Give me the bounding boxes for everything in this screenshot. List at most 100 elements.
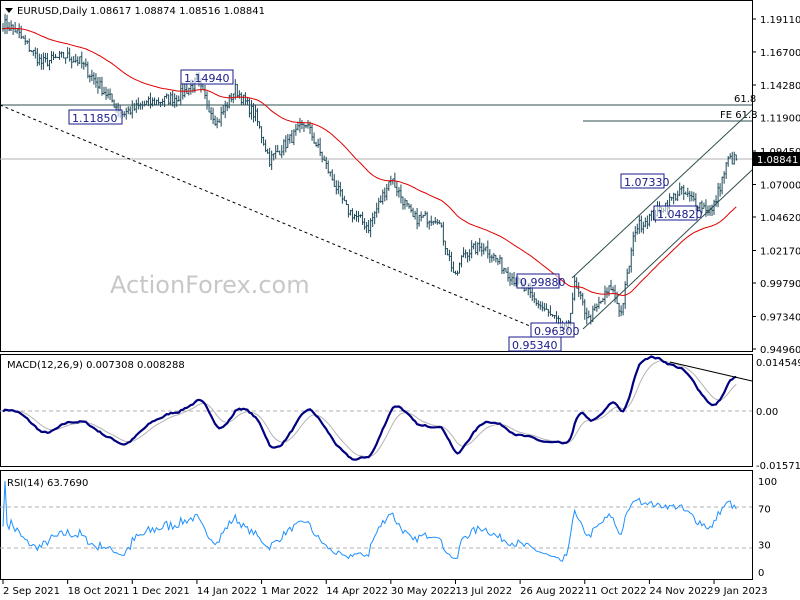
price-bar bbox=[208, 100, 211, 113]
price-label-box bbox=[68, 109, 123, 125]
price-bar bbox=[309, 121, 312, 135]
price-bar bbox=[603, 285, 606, 305]
price-bar bbox=[52, 51, 55, 61]
price-bar bbox=[294, 124, 297, 136]
price-bar bbox=[335, 180, 338, 195]
price-bar bbox=[432, 220, 435, 226]
price-bar bbox=[177, 95, 180, 102]
time-tick-label: 2 Sep 2021 bbox=[3, 586, 60, 597]
price-label: 1.07330 bbox=[624, 176, 670, 189]
price-bar bbox=[682, 184, 685, 201]
price-bar bbox=[70, 56, 73, 69]
price-bar bbox=[139, 102, 142, 110]
price-tick-label: 1.04620 bbox=[760, 213, 800, 224]
price-bar bbox=[452, 261, 455, 273]
price-bar bbox=[688, 190, 691, 202]
price-bar bbox=[416, 208, 419, 230]
price-bar bbox=[577, 282, 580, 298]
price-bar bbox=[642, 221, 645, 234]
triangle-down-icon[interactable] bbox=[5, 8, 13, 13]
price-bar bbox=[329, 171, 332, 177]
price-bar bbox=[719, 183, 722, 197]
price-bar bbox=[640, 215, 643, 233]
price-bar bbox=[684, 191, 687, 195]
price-bar bbox=[185, 82, 188, 94]
time-tick-label: 14 Jan 2022 bbox=[197, 586, 257, 597]
price-bar bbox=[256, 108, 259, 126]
price-bar bbox=[355, 210, 358, 222]
price-label: 0.95340 bbox=[512, 339, 558, 352]
price-bar bbox=[28, 38, 31, 53]
time-tick-label: 9 Jan 2023 bbox=[714, 586, 768, 597]
price-bar bbox=[733, 151, 736, 165]
price-bar bbox=[302, 123, 305, 132]
macd-trend-line[interactable] bbox=[669, 361, 753, 382]
price-label-box bbox=[508, 336, 562, 352]
price-bar bbox=[462, 247, 465, 258]
price-bar bbox=[68, 47, 71, 62]
price-bar bbox=[472, 243, 475, 250]
macd-title: MACD(12,26,9) 0.007308 0.008288 bbox=[7, 360, 185, 371]
price-bar bbox=[167, 94, 170, 105]
price-bar bbox=[496, 258, 499, 266]
price-bar bbox=[18, 23, 21, 39]
price-label-box bbox=[180, 69, 234, 85]
price-bar bbox=[440, 222, 443, 228]
price-bar bbox=[276, 144, 279, 153]
price-bar bbox=[507, 266, 509, 282]
price-bar bbox=[428, 220, 431, 230]
price-bar bbox=[478, 237, 481, 252]
price-bar bbox=[54, 53, 57, 59]
price-bar bbox=[74, 53, 77, 63]
price-bar bbox=[30, 50, 33, 53]
price-bar bbox=[48, 59, 51, 71]
price-bar bbox=[470, 240, 473, 259]
price-bar bbox=[450, 251, 453, 272]
price-bar bbox=[601, 297, 604, 302]
price-bar bbox=[551, 313, 554, 317]
price-bar bbox=[123, 111, 126, 118]
price-bar bbox=[700, 200, 703, 214]
price-bar bbox=[137, 97, 140, 110]
rsi-tick-label: 100 bbox=[758, 477, 777, 488]
price-bar bbox=[107, 88, 110, 99]
channel-lower-line[interactable] bbox=[582, 169, 753, 330]
price-bar bbox=[480, 242, 483, 257]
price-bar bbox=[446, 248, 449, 256]
price-bar bbox=[244, 92, 247, 106]
rsi-tick-label: 70 bbox=[758, 504, 771, 515]
price-bar bbox=[393, 172, 396, 188]
price-bar bbox=[82, 61, 85, 70]
price-bar bbox=[169, 91, 172, 105]
price-bar bbox=[573, 275, 576, 301]
price-bar bbox=[583, 299, 586, 320]
price-bar bbox=[349, 209, 352, 216]
price-bar bbox=[46, 52, 49, 67]
price-bar bbox=[555, 311, 558, 323]
time-tick-label: 1 Mar 2022 bbox=[262, 586, 319, 597]
price-bar bbox=[634, 226, 637, 243]
price-bar bbox=[157, 97, 160, 106]
price-bar bbox=[307, 120, 310, 129]
price-bar bbox=[351, 208, 354, 223]
channel-upper-line[interactable] bbox=[571, 109, 753, 279]
price-bar bbox=[595, 303, 598, 312]
price-bar bbox=[16, 29, 19, 34]
price-bar bbox=[460, 255, 463, 268]
price-bar bbox=[363, 218, 366, 230]
price-bar bbox=[339, 181, 342, 197]
price-bar bbox=[422, 214, 425, 218]
price-bar bbox=[50, 50, 53, 64]
price-bar bbox=[535, 298, 538, 306]
price-bar bbox=[286, 133, 289, 149]
price-bar bbox=[735, 154, 738, 161]
price-bar bbox=[474, 241, 477, 255]
price-bar bbox=[62, 51, 65, 59]
price-tick-label: 1.14280 bbox=[760, 81, 800, 92]
price-bar bbox=[264, 139, 267, 153]
price-bar bbox=[159, 101, 162, 108]
price-bar bbox=[729, 153, 732, 159]
price-bar bbox=[399, 184, 402, 204]
price-bar bbox=[14, 22, 17, 33]
